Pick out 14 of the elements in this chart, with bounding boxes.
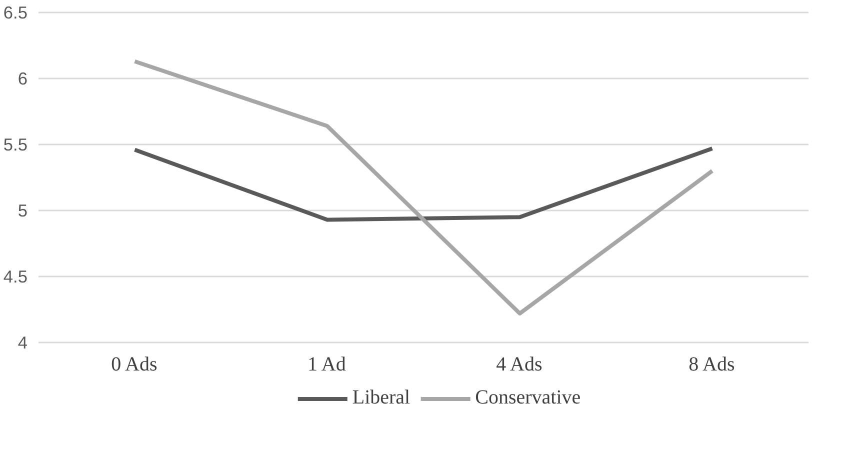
x-tick-label: 1 Ad	[308, 354, 346, 376]
y-tick-label: 6.5	[3, 2, 28, 22]
legend-label: Liberal	[352, 386, 410, 410]
legend-label: Conservative	[475, 386, 581, 410]
x-tick-label: 8 Ads	[688, 354, 735, 376]
y-tick-label: 5	[18, 200, 28, 220]
y-tick-label: 6	[18, 68, 28, 88]
line-series	[132, 146, 714, 222]
line-series	[132, 59, 714, 316]
y-tick-label: 4.5	[3, 266, 28, 286]
x-tick-label: 4 Ads	[496, 354, 542, 376]
y-tick-label: 4	[18, 332, 28, 352]
y-tick-label: 5.5	[3, 134, 28, 154]
x-tick-label: 0 Ads	[111, 354, 158, 376]
